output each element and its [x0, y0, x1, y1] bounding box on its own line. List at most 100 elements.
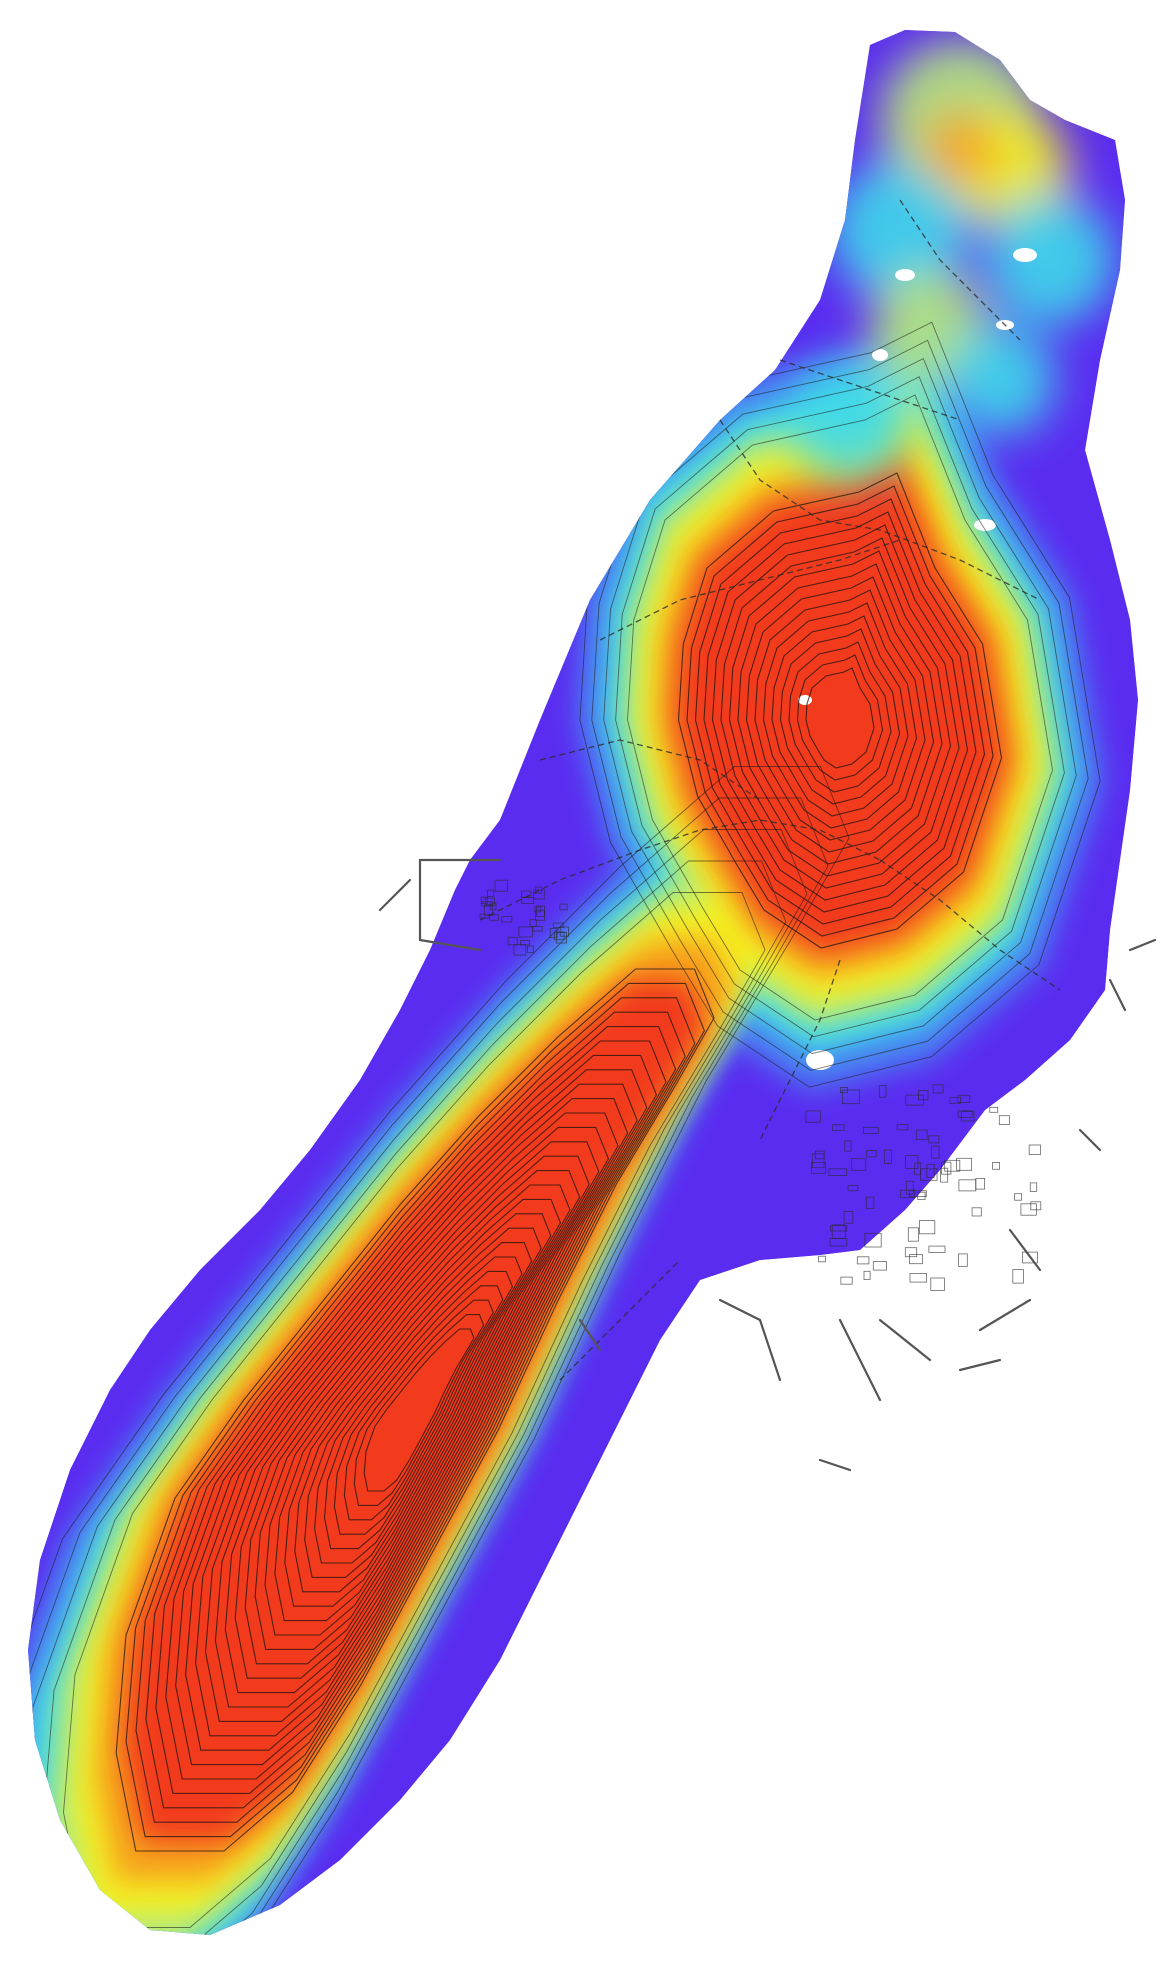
- contour-north-15: [677, 472, 1003, 949]
- building: [489, 902, 497, 911]
- building: [930, 1277, 945, 1291]
- pier-4: [718, 1298, 762, 1322]
- building: [811, 1162, 827, 1174]
- contour-south-19: [175, 1054, 658, 1766]
- building: [534, 906, 542, 913]
- contour-south-13: [234, 1141, 600, 1679]
- contour-south-3: [333, 1285, 504, 1535]
- pier-6: [838, 1318, 882, 1402]
- building: [1014, 1193, 1022, 1201]
- building: [559, 903, 568, 911]
- building: [956, 1157, 972, 1171]
- band-red-south: [122, 978, 708, 1842]
- building: [944, 1159, 961, 1172]
- road-4: [759, 959, 841, 1141]
- road-7: [899, 199, 1021, 341]
- building: [805, 1110, 821, 1123]
- plateau-patch-7: [920, 110, 1000, 190]
- band-red-north: [673, 465, 1007, 956]
- building: [535, 909, 545, 921]
- building: [957, 1094, 971, 1103]
- road-1: [539, 739, 761, 801]
- contour-north-2: [788, 641, 892, 793]
- building: [559, 926, 569, 937]
- road-network: [479, 199, 1061, 1381]
- contour-south-outer-1: [41, 860, 787, 1935]
- contour-north-outer-4: [579, 321, 1101, 1088]
- building: [1012, 1269, 1024, 1284]
- pier-2: [418, 938, 482, 952]
- contour-north-9: [728, 550, 952, 877]
- building: [917, 1191, 926, 1200]
- building: [843, 1211, 854, 1224]
- building: [1028, 1144, 1041, 1155]
- building: [507, 936, 518, 946]
- building: [828, 1168, 847, 1176]
- band-red: [122, 465, 1007, 1842]
- contour-south-9: [274, 1198, 562, 1622]
- contour-south-21: [155, 1026, 677, 1794]
- contour-south-1: [353, 1314, 485, 1506]
- building: [818, 1255, 826, 1263]
- building: [830, 1225, 848, 1232]
- building: [960, 1111, 975, 1122]
- contour-south-11: [254, 1170, 581, 1650]
- plateau-patch-2: [830, 160, 970, 300]
- contour-south-22: [145, 1011, 686, 1809]
- building: [841, 1089, 860, 1105]
- contour-north-outer-1: [615, 376, 1065, 1038]
- road-5: [559, 1259, 681, 1381]
- building: [479, 913, 490, 919]
- contour-south-25: [115, 968, 715, 1852]
- pier-5: [758, 1318, 782, 1382]
- pier-3: [378, 878, 412, 912]
- plateau-patch-3: [985, 195, 1115, 325]
- building: [840, 1276, 853, 1285]
- elevation-bands: [28, 30, 1138, 1935]
- building: [513, 944, 527, 956]
- building: [878, 1085, 887, 1098]
- building: [905, 1155, 919, 1170]
- building: [847, 1185, 859, 1192]
- contour-south-outer-4: [28, 766, 850, 1935]
- building: [928, 1245, 946, 1253]
- building: [909, 1190, 927, 1197]
- contour-north-8: [737, 563, 943, 865]
- contour-north-1: [796, 654, 884, 781]
- building: [919, 1220, 936, 1235]
- contour-south-outer-3: [28, 797, 829, 1935]
- building: [520, 940, 530, 946]
- contour-south-10: [264, 1184, 571, 1636]
- building: [998, 1115, 1010, 1125]
- pier-15: [1128, 938, 1157, 952]
- contour-south-16: [204, 1098, 629, 1722]
- contour-south-17: [195, 1083, 638, 1737]
- contour-south-5: [314, 1256, 523, 1564]
- lake-6: [806, 1050, 834, 1070]
- lake-1: [1013, 248, 1037, 262]
- building: [494, 879, 509, 892]
- contour-north-outer-0: [627, 394, 1053, 1021]
- pier-14: [1108, 978, 1127, 1012]
- contour-south-23: [135, 997, 696, 1823]
- building: [486, 889, 495, 897]
- pier-7: [878, 1318, 932, 1362]
- contour-south-24: [125, 982, 706, 1838]
- contour-north-13: [694, 498, 986, 925]
- building: [552, 922, 564, 928]
- pier-12: [578, 1318, 602, 1352]
- contour-south-4: [323, 1270, 514, 1550]
- lake-0: [895, 269, 915, 281]
- building: [1030, 1201, 1042, 1211]
- building: [872, 1261, 887, 1271]
- plateau-lakes: [798, 248, 1037, 1070]
- building: [844, 1140, 852, 1152]
- building: [840, 1087, 848, 1094]
- building: [812, 1153, 825, 1169]
- contour-north-11: [711, 524, 969, 901]
- north-plateau: [790, 40, 1115, 480]
- building: [909, 1273, 928, 1283]
- building: [832, 1124, 845, 1132]
- building: [865, 1150, 877, 1158]
